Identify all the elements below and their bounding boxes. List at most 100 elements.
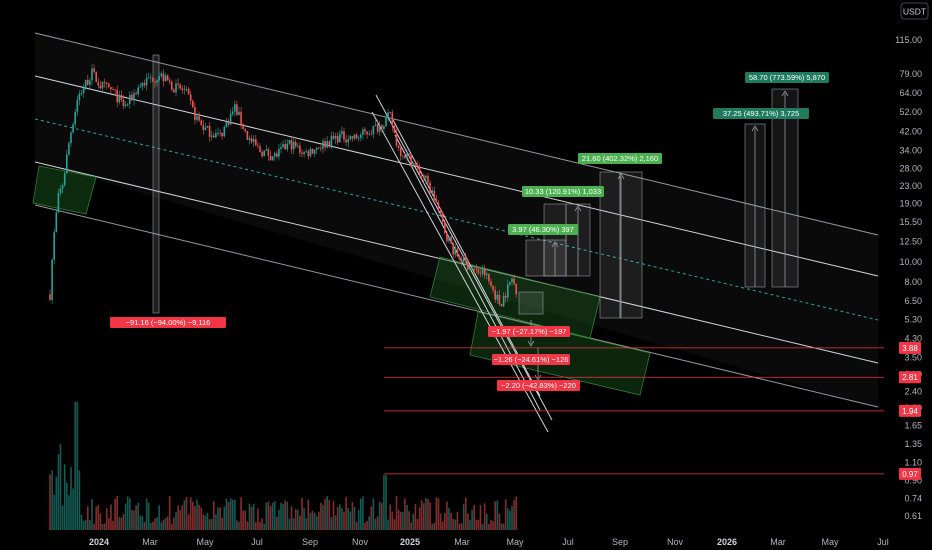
- candle-body: [399, 148, 402, 157]
- volume-bar: [173, 517, 175, 530]
- volume-bar: [488, 523, 490, 530]
- price-tick-label: 15.50: [899, 217, 922, 227]
- price-axis-background: [884, 22, 932, 550]
- measure-label-box: [110, 317, 226, 328]
- candle-body: [423, 175, 425, 179]
- candle-body: [198, 116, 200, 121]
- candle-body: [152, 77, 154, 82]
- candle-body: [118, 94, 121, 103]
- candle-body: [162, 73, 165, 82]
- volume-bar: [257, 508, 259, 530]
- volume-bar: [265, 502, 268, 530]
- candle-body: [49, 294, 51, 300]
- candle-body: [282, 144, 284, 148]
- volume-bar: [70, 467, 72, 530]
- target-arrow-2: [574, 205, 582, 276]
- volume-bar: [446, 501, 448, 530]
- volume-bar: [397, 509, 400, 530]
- measure-label-text: −2.20 (−42.83%) −220: [501, 381, 576, 390]
- volume-bar: [423, 503, 425, 530]
- candle-body: [202, 124, 205, 131]
- candle-body: [326, 141, 328, 148]
- candle-body: [383, 126, 385, 130]
- volume-bar: [381, 503, 383, 530]
- candle-body: [376, 124, 379, 132]
- time-tick-label: Mar: [770, 537, 786, 547]
- volume-bar: [420, 500, 423, 530]
- candle-body: [513, 278, 515, 284]
- volume-bar: [74, 402, 76, 530]
- drawing-layer: [32, 32, 879, 433]
- volume-bar: [198, 504, 200, 530]
- volume-bar: [502, 523, 505, 530]
- candle-body: [124, 104, 127, 107]
- candle-body: [416, 164, 419, 167]
- volume-bar: [68, 495, 70, 530]
- volume-bar: [202, 514, 205, 530]
- channel-upper-line: [34, 32, 879, 236]
- candle-body: [181, 88, 184, 90]
- price-tick-label: 79.00: [899, 69, 922, 79]
- volume-bar: [458, 523, 461, 530]
- candle-body: [435, 199, 438, 203]
- measure-label-text: 3.97 (46.30%) 397: [512, 225, 574, 234]
- candle-body: [225, 122, 228, 127]
- currency-button[interactable]: USDT: [900, 2, 929, 20]
- measure-label-box: [492, 354, 570, 365]
- candle-body: [187, 89, 190, 95]
- candle-body: [278, 148, 280, 157]
- main-channel-fill: [35, 33, 878, 408]
- volume-bar: [349, 511, 352, 530]
- price-tick-label: 1.10: [904, 457, 922, 467]
- target-arrow-1: [551, 241, 559, 276]
- price-level-tag-label: 0.97: [902, 470, 918, 479]
- candle-body: [299, 145, 301, 153]
- time-tick-label: 2026: [717, 537, 737, 547]
- candle-body: [444, 221, 446, 233]
- volume-bar: [399, 511, 402, 530]
- volume-bar: [360, 498, 362, 530]
- volume-bar: [246, 521, 249, 530]
- volume-bar: [229, 498, 232, 530]
- candle-body: [458, 256, 461, 260]
- volume-bar: [341, 508, 343, 530]
- candle-body: [116, 89, 118, 103]
- volume-bar: [347, 508, 349, 530]
- candle-body: [248, 138, 251, 140]
- volume-bar: [89, 520, 91, 530]
- measure-label-text: −1.26 (−24.61%) −126: [494, 355, 569, 364]
- price-tick-label: 2.40: [904, 387, 922, 397]
- candle-body: [196, 116, 198, 120]
- time-tick-label: Nov: [352, 537, 369, 547]
- volume-bar: [252, 504, 255, 530]
- candle-body: [276, 153, 278, 157]
- volume-bar: [215, 514, 217, 530]
- candle-body: [334, 136, 337, 139]
- candle-body: [494, 290, 496, 300]
- volume-bar: [141, 515, 144, 530]
- volume-bar: [307, 499, 310, 530]
- price-tick-label: 6.50: [904, 296, 922, 306]
- candle-body: [360, 134, 362, 138]
- candle-body: [192, 100, 194, 108]
- volume-bar: [219, 507, 221, 530]
- candle-body: [385, 117, 387, 127]
- volume-bar: [206, 512, 209, 530]
- candle-body: [261, 151, 263, 157]
- candle-body: [297, 145, 299, 147]
- measure-label-text: −91.16 (−94.00%) −9,116: [126, 318, 211, 327]
- candle-body: [496, 294, 499, 300]
- candle-body: [213, 135, 215, 138]
- candle-body: [301, 152, 303, 155]
- candle-body: [252, 139, 255, 142]
- volume-bar: [366, 520, 368, 530]
- volume-bar: [255, 522, 257, 530]
- volume-bar: [351, 502, 354, 530]
- candle-body: [313, 149, 316, 154]
- volume-bar: [433, 523, 436, 530]
- volume-bar: [418, 507, 421, 530]
- candle-body: [57, 193, 60, 213]
- candle-body: [160, 73, 163, 77]
- candle-body: [122, 99, 125, 107]
